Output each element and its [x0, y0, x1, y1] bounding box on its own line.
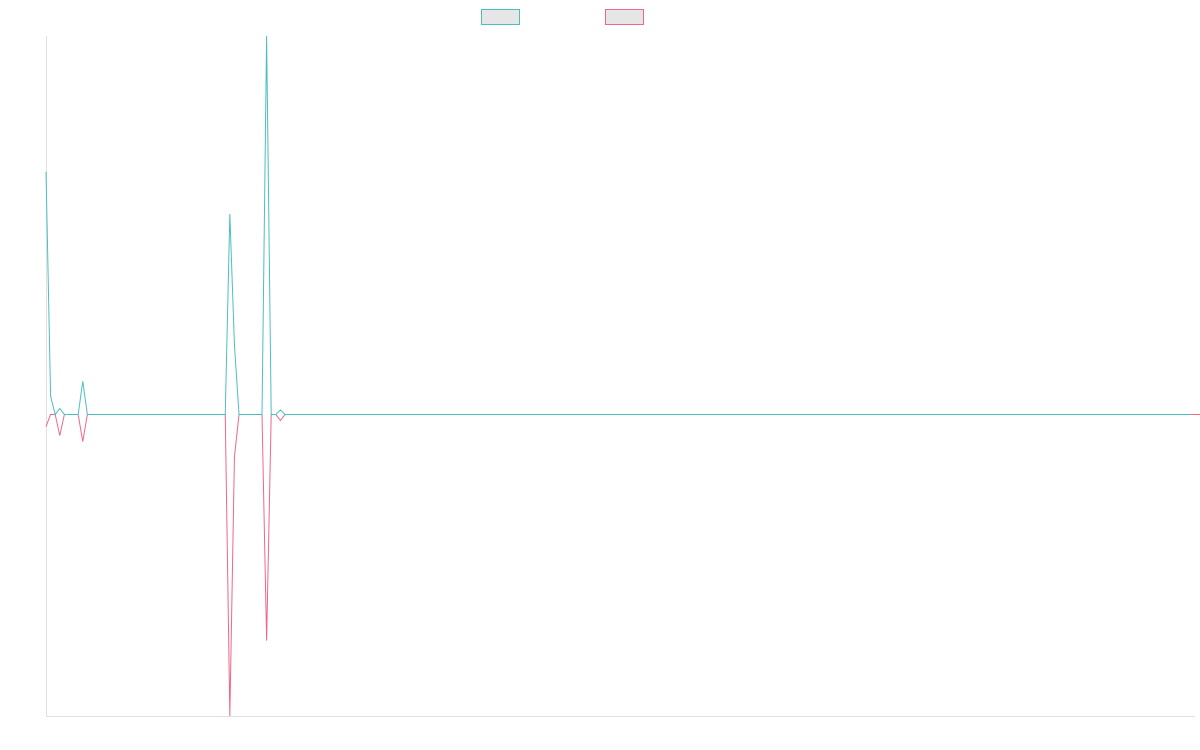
series-line-2 — [45, 413, 1200, 717]
legend-swatch-series-1[interactable] — [481, 9, 520, 25]
series-layer — [45, 35, 1200, 717]
legend-swatch-series-2[interactable] — [605, 9, 644, 25]
series-line-1 — [45, 35, 1191, 416]
